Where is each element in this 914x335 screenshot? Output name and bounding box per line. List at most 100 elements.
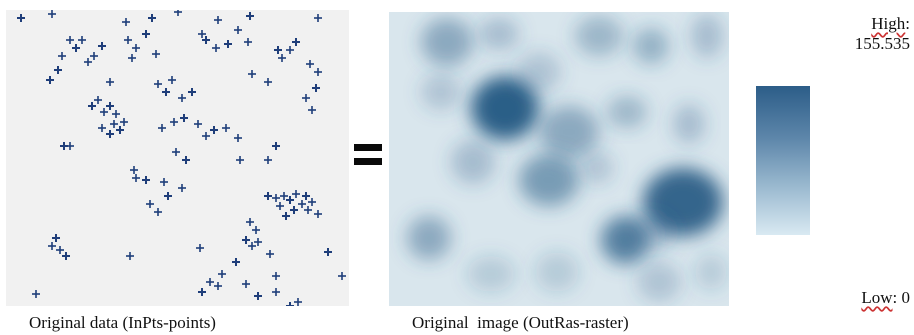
equals-sign [354, 144, 382, 168]
point-marker [196, 244, 204, 252]
legend-high-label: High [871, 14, 906, 33]
point-marker [248, 242, 256, 250]
point-marker [132, 44, 140, 52]
point-marker [198, 288, 206, 296]
point-marker [66, 36, 74, 44]
point-marker [188, 88, 196, 96]
point-marker [286, 302, 294, 306]
point-marker [308, 106, 316, 114]
density-blob [691, 14, 723, 58]
point-marker [120, 118, 128, 126]
point-marker [170, 118, 178, 126]
point-marker [266, 250, 274, 258]
point-marker [66, 142, 74, 150]
point-marker [280, 192, 288, 200]
point-marker [46, 76, 54, 84]
point-marker [90, 52, 98, 60]
point-marker [214, 282, 222, 290]
point-marker [198, 30, 206, 38]
density-blob [575, 16, 623, 56]
point-marker [152, 50, 160, 58]
point-marker [48, 10, 56, 18]
density-blob [471, 76, 539, 140]
point-data-panel [6, 10, 349, 306]
density-blob [479, 18, 519, 50]
density-blob [421, 74, 461, 110]
legend-color-ramp [756, 86, 810, 235]
point-marker [218, 270, 226, 278]
point-marker [168, 76, 176, 84]
point-marker [126, 252, 134, 260]
point-marker [154, 208, 162, 216]
point-marker [246, 12, 254, 20]
point-marker [178, 94, 186, 102]
point-marker [236, 156, 244, 164]
density-blob [607, 96, 647, 128]
point-marker [62, 252, 70, 260]
point-marker [132, 174, 140, 182]
point-marker [286, 196, 294, 204]
legend-high: High: 155.535 [820, 14, 910, 54]
point-marker [234, 26, 242, 34]
point-marker [148, 14, 156, 22]
point-marker [17, 14, 25, 22]
point-marker [308, 198, 316, 206]
point-marker [254, 238, 262, 246]
point-marker [232, 258, 240, 266]
point-marker [116, 126, 124, 134]
point-marker [290, 206, 298, 214]
point-marker [302, 192, 310, 200]
legend-high-value: 155.535 [854, 34, 910, 53]
point-marker [242, 236, 250, 244]
point-marker [272, 272, 280, 280]
point-marker [78, 36, 86, 44]
point-marker [128, 54, 136, 62]
point-marker [292, 38, 300, 46]
caption-raster: Original image (OutRas-raster) [412, 313, 629, 332]
point-marker [52, 234, 60, 242]
point-marker [72, 44, 80, 52]
point-marker [158, 124, 166, 132]
density-blob [451, 140, 495, 184]
point-plot [17, 10, 346, 306]
point-marker [154, 80, 162, 88]
point-marker [164, 192, 172, 200]
point-marker [312, 84, 320, 92]
point-marker [100, 108, 108, 116]
point-marker [162, 88, 170, 96]
point-marker [56, 246, 64, 254]
point-marker [106, 102, 114, 110]
point-marker [210, 126, 218, 134]
point-marker [282, 212, 290, 220]
point-marker [264, 78, 272, 86]
point-marker [142, 30, 150, 38]
point-marker [130, 166, 138, 174]
point-marker [274, 46, 282, 54]
legend-low: Low: 0 [861, 288, 911, 307]
point-marker [194, 120, 202, 128]
point-marker [264, 156, 272, 164]
point-marker [54, 66, 62, 74]
point-marker [122, 18, 130, 26]
point-marker [314, 210, 322, 218]
density-blob [517, 52, 561, 92]
point-marker [172, 148, 180, 156]
point-marker [252, 226, 260, 234]
point-marker [314, 68, 322, 76]
density-blob [637, 262, 681, 302]
density-blob [539, 106, 599, 158]
legend-low-value: 0 [901, 288, 911, 307]
point-marker [160, 178, 168, 186]
point-marker [94, 96, 102, 104]
point-marker [244, 38, 252, 46]
point-marker [324, 248, 332, 256]
caption-points: Original data (InPts-points) [29, 313, 216, 332]
point-marker [202, 36, 210, 44]
point-marker [292, 190, 300, 198]
density-blob [673, 104, 705, 144]
density-blob [535, 252, 579, 292]
point-marker [206, 278, 214, 286]
density-raster [407, 14, 727, 302]
point-marker [224, 40, 232, 48]
point-marker [302, 94, 310, 102]
